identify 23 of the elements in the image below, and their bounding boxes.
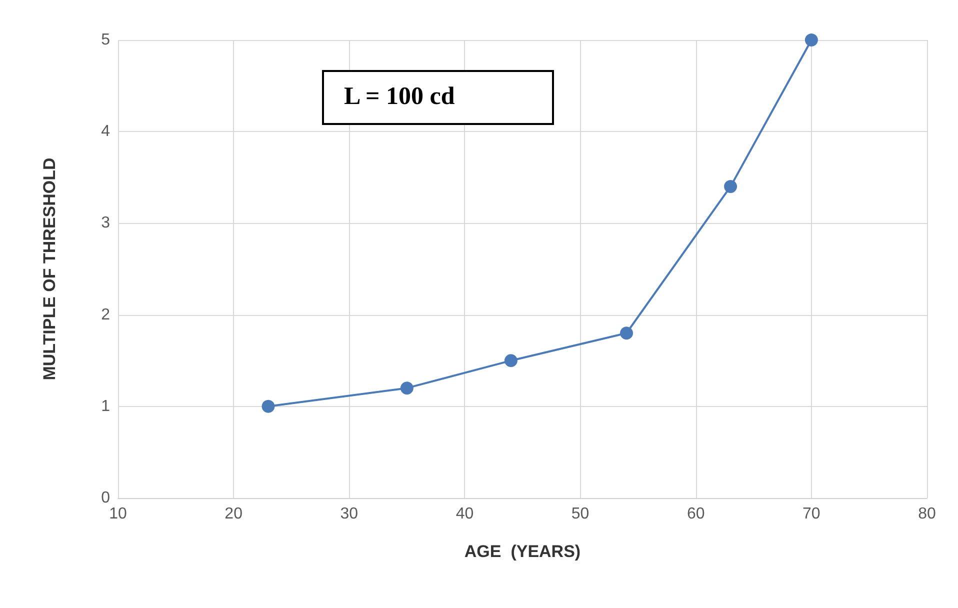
y-tick-label: 1 — [101, 398, 110, 415]
x-tick-label: 50 — [571, 506, 590, 522]
point — [804, 34, 818, 46]
y-tick-label: 4 — [101, 123, 110, 140]
point — [504, 354, 518, 368]
x-tick-label: 20 — [224, 506, 243, 522]
y-tick-label: 5 — [101, 32, 110, 48]
x-tick-label: 40 — [456, 506, 474, 522]
y-tick-label: 0 — [101, 490, 110, 506]
point — [620, 326, 634, 340]
x-tick-label: 30 — [340, 506, 358, 522]
x-tick-label: 10 — [109, 506, 127, 522]
x-tick-label: 60 — [686, 506, 705, 522]
point — [262, 400, 275, 413]
y-tick-label: 3 — [101, 214, 110, 232]
y-axis-title: MULTIPLE OF THRESHOLD — [40, 158, 59, 380]
x-tick-label: 70 — [802, 506, 820, 522]
x-axis-title: AGE (YEARS) — [464, 542, 581, 561]
annotation: L = 100 cd — [344, 83, 455, 111]
y-tick-label: 2 — [101, 306, 110, 324]
point — [400, 382, 414, 395]
x-tick-label: 80 — [918, 506, 936, 522]
point — [724, 180, 738, 194]
